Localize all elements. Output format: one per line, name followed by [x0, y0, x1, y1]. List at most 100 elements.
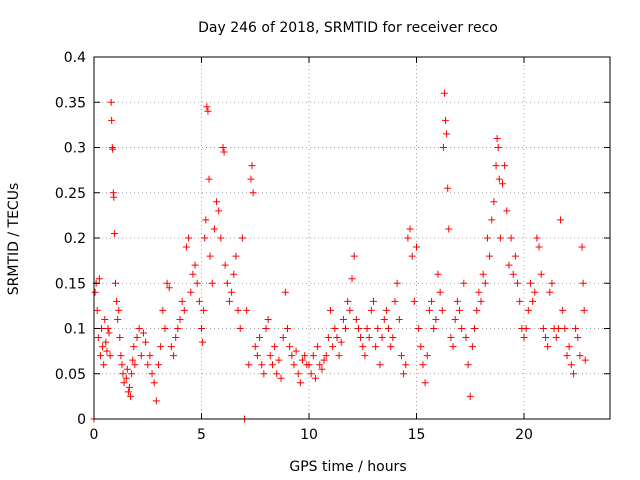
data-point [106, 352, 114, 360]
data-point [451, 315, 459, 323]
data-point [569, 370, 577, 378]
plot-frame [93, 56, 611, 420]
data-point [102, 338, 110, 346]
data-point [374, 325, 382, 332]
data-point [114, 315, 122, 323]
data-point [389, 334, 397, 342]
data-point [404, 234, 412, 242]
data-point [206, 252, 214, 260]
data-point [337, 338, 345, 346]
data-point [501, 162, 509, 170]
data-point [172, 334, 180, 342]
data-point [444, 184, 452, 192]
data-point [402, 361, 410, 369]
data-point [155, 361, 162, 369]
data-point [456, 306, 463, 314]
y-tick-label: 0.35 [55, 95, 86, 111]
data-point [201, 234, 209, 242]
y-tick-label: 0.3 [64, 141, 86, 157]
data-point [361, 352, 369, 360]
data-point [182, 243, 190, 251]
data-point [99, 343, 107, 351]
data-point [301, 352, 309, 360]
x-tick-label: 15 [408, 427, 426, 443]
data-point [350, 252, 358, 260]
data-point [324, 334, 332, 342]
data-point [311, 374, 319, 382]
data-point [466, 392, 474, 400]
x-tick-label: 5 [197, 427, 206, 443]
data-point [133, 334, 141, 342]
data-point [228, 288, 236, 296]
data-point [486, 252, 494, 260]
x-tick-label: 10 [300, 427, 318, 443]
x-axis-label: GPS time / hours [289, 459, 406, 475]
data-point [130, 343, 138, 351]
chart-title: Day 246 of 2018, SRMTID for receiver rec… [198, 20, 498, 36]
data-point [535, 243, 543, 251]
data-point [200, 306, 208, 314]
data-point [260, 370, 268, 378]
data-point [144, 361, 152, 369]
data-point [296, 379, 304, 387]
data-point [520, 334, 528, 342]
data-point [333, 334, 341, 342]
data-point [281, 288, 289, 296]
data-point [91, 288, 99, 296]
data-point [488, 216, 496, 224]
data-point [529, 297, 537, 305]
data-point [299, 356, 307, 364]
data-point [198, 325, 205, 332]
data-point [203, 103, 211, 111]
data-point [408, 252, 416, 260]
data-point [129, 356, 137, 364]
data-point [123, 365, 131, 373]
data-point [232, 252, 240, 260]
data-point [514, 279, 522, 287]
data-point [436, 288, 444, 296]
data-point [385, 325, 393, 332]
data-point [234, 306, 242, 314]
data-point [268, 361, 276, 369]
data-point [142, 338, 150, 346]
data-point [219, 144, 227, 151]
data-point [159, 306, 167, 314]
data-point [93, 306, 101, 314]
data-point [150, 379, 158, 387]
data-point [475, 288, 483, 296]
data-point [128, 370, 136, 378]
y-tick-label: 0.1 [64, 322, 86, 338]
data-point [464, 361, 472, 369]
x-tick-label: 0 [90, 427, 99, 443]
data-point [578, 243, 586, 251]
data-point [131, 361, 139, 369]
data-point [256, 334, 264, 342]
data-point [157, 343, 165, 351]
data-point [331, 325, 339, 332]
data-point [152, 397, 160, 405]
data-point [344, 297, 352, 305]
data-point [511, 252, 519, 260]
data-point [542, 334, 549, 342]
data-point [572, 325, 580, 332]
data-point [439, 144, 447, 151]
data-point [565, 343, 573, 351]
data-point [524, 306, 532, 314]
data-point [101, 315, 109, 323]
data-point [557, 216, 565, 224]
data-point [185, 234, 193, 242]
data-point [329, 343, 337, 351]
data-point [120, 379, 128, 387]
data-point [370, 297, 377, 305]
data-point [275, 356, 283, 364]
data-point [273, 370, 281, 378]
data-point [187, 288, 195, 296]
data-point [115, 306, 123, 314]
data-point [372, 343, 380, 351]
data-point [119, 370, 127, 378]
data-point [178, 297, 186, 305]
data-point [574, 334, 582, 342]
data-point [544, 343, 552, 351]
data-point [559, 306, 567, 314]
data-point [552, 334, 560, 342]
